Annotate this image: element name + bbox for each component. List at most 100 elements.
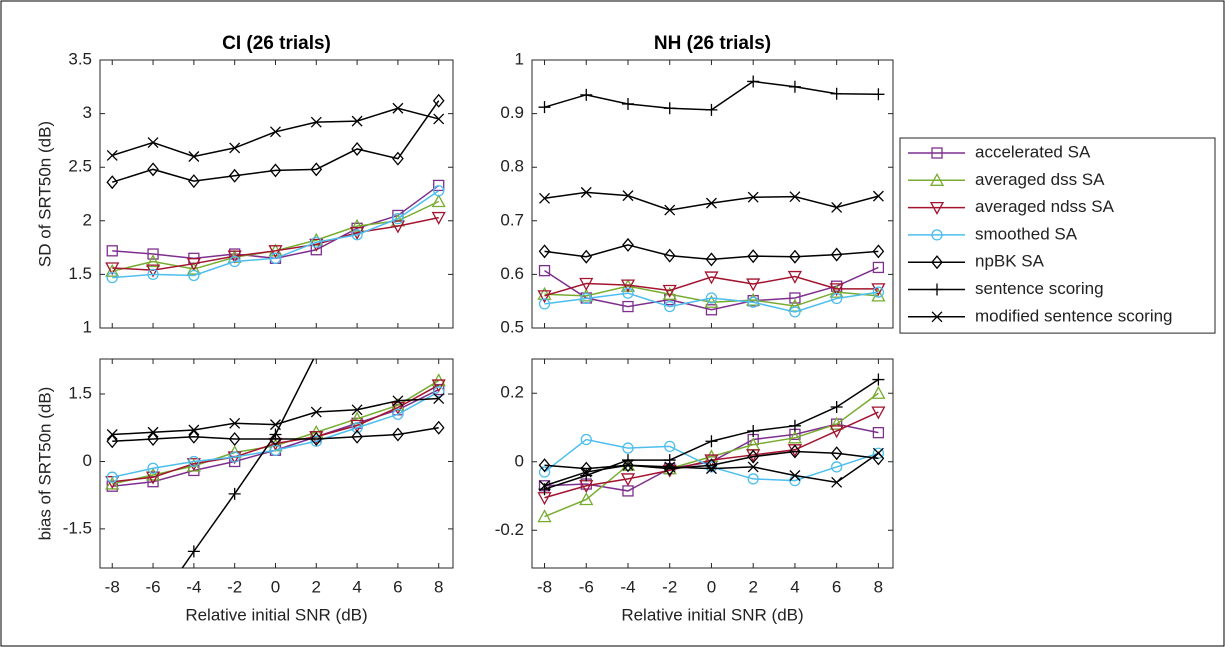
legend-label: smoothed SA [975,224,1078,243]
marker [229,255,241,268]
marker [228,431,241,447]
marker [390,397,406,411]
marker [431,379,446,393]
marker [188,174,200,189]
marker [580,466,592,478]
marker [622,458,634,473]
series-line [544,275,879,297]
marker [270,419,281,431]
x-tick-label: 6 [393,577,402,596]
marker [789,191,801,203]
marker [663,248,676,263]
marker [747,191,759,203]
marker [622,287,634,299]
marker [105,263,120,277]
series-line [544,244,879,261]
series-line [544,291,879,313]
marker [188,424,200,436]
x-tick-label: -4 [186,577,201,596]
marker [147,426,159,438]
x-tick-label: 0 [707,577,716,596]
marker [392,408,404,420]
marker [392,427,404,442]
marker [431,211,446,225]
marker [269,252,282,264]
x-tick-label: 6 [832,577,841,596]
marker [351,422,363,434]
x-tick-label: 2 [312,577,321,596]
marker [432,420,445,435]
marker [350,411,365,425]
marker [931,229,943,241]
marker [829,425,844,439]
marker [931,283,943,296]
marker [269,428,282,441]
marker [747,75,760,88]
marker [392,395,404,407]
marker [106,175,119,190]
marker [538,298,551,310]
marker [829,416,844,430]
marker [433,393,445,405]
x-tick-label: 4 [790,577,799,596]
marker [663,454,676,467]
marker [538,101,551,114]
marker [829,283,844,297]
marker [186,261,201,275]
y-tick-label: 0.6 [500,264,524,283]
marker [580,292,592,305]
marker [433,113,445,125]
marker [872,190,884,202]
marker [310,435,322,447]
marker [663,102,676,115]
marker [229,417,241,429]
marker [187,545,200,558]
marker [228,487,241,500]
y-tick-label: -0.2 [495,520,524,539]
marker [788,80,801,93]
marker [746,278,761,292]
y-tick-label: 1.5 [68,384,92,403]
marker [147,462,159,474]
series-line [544,392,879,518]
y-tick-label: 0.2 [500,383,524,402]
marker [830,400,843,413]
axes-title: NH (26 trials) [654,33,771,54]
x-tick-label: 8 [434,577,443,596]
x-tick-label: 2 [748,577,757,596]
marker [106,271,118,284]
marker [747,296,759,308]
marker [579,492,594,506]
y-tick-label: 0 [83,451,92,470]
marker [705,458,718,473]
marker [872,244,885,259]
marker [831,292,843,305]
marker [310,116,322,128]
marker [872,427,885,439]
marker [537,509,552,523]
marker [662,286,677,300]
marker [622,190,634,202]
marker [829,284,844,298]
marker [310,431,323,447]
marker [268,245,283,259]
y-tick-label: 1.5 [68,264,92,283]
marker [390,401,406,415]
marker [310,236,322,248]
marker [147,268,159,281]
marker [664,440,676,453]
marker [188,429,200,444]
marker [705,435,718,448]
marker [145,467,161,481]
marker [705,197,717,209]
marker [188,269,200,282]
plot-area [105,359,446,568]
marker [704,271,719,285]
y-axis-label: SD of SRT50n (dB) [35,121,54,267]
marker [788,419,801,432]
marker [622,442,634,454]
y-tick-label: 0.7 [500,210,524,229]
marker [269,163,282,178]
marker [580,249,593,264]
